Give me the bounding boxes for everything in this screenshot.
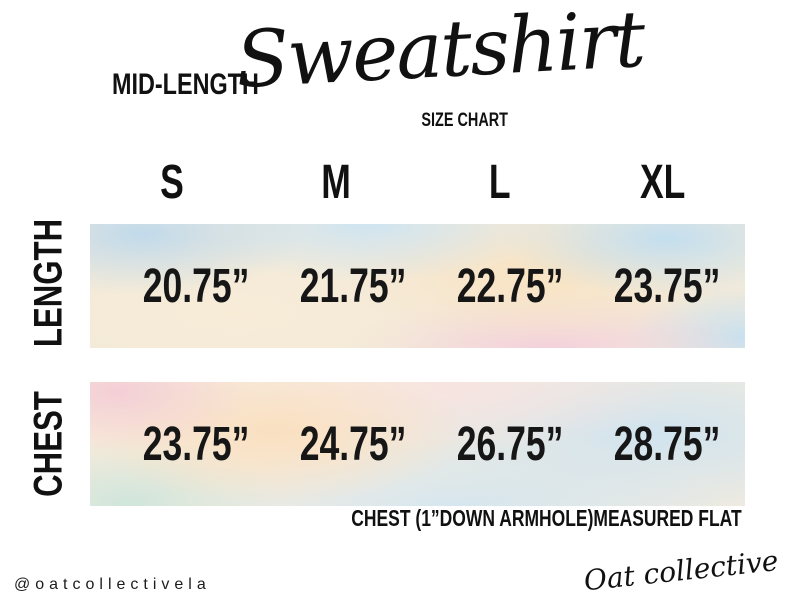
length-value-l: 22.75” <box>456 259 564 313</box>
size-header-xl: XL <box>640 155 686 209</box>
page-title: Sweatshirt <box>233 0 646 106</box>
length-value-xl: 23.75” <box>613 259 720 313</box>
size-header-l: L <box>488 155 511 209</box>
size-header-m: M <box>320 155 351 209</box>
length-value-s: 20.75” <box>143 259 250 313</box>
length-row-band: 20.75” 21.75” 22.75” 23.75” <box>90 224 745 348</box>
chest-row-band: 23.75” 24.75” 26.75” 28.75” <box>90 382 745 506</box>
chest-value-l: 26.75” <box>456 417 564 471</box>
brand-signature: Oat collective <box>582 544 780 598</box>
chest-value-xl: 28.75” <box>613 417 720 471</box>
subtitle-text: SIZE CHART <box>421 110 508 131</box>
size-header-s: S <box>160 155 184 209</box>
subtitle: SIZE CHART <box>394 110 508 132</box>
chest-value-s: 23.75” <box>143 417 250 471</box>
measurement-note: CHEST (1”DOWN ARMHOLE)MEASURED FLAT <box>228 505 742 532</box>
chest-value-m: 24.75” <box>299 417 407 471</box>
pretitle: MID-LENGTH <box>112 68 300 102</box>
length-value-m: 21.75” <box>299 259 407 313</box>
pretitle-text: MID-LENGTH <box>112 68 259 101</box>
row-label-chest: CHEST <box>26 391 71 497</box>
instagram-handle: @oatcollectivela <box>14 576 211 593</box>
size-header-row: S M L XL <box>90 155 745 209</box>
row-label-length: LENGTH <box>26 218 71 348</box>
measurement-note-text: CHEST (1”DOWN ARMHOLE)MEASURED FLAT <box>351 505 742 531</box>
